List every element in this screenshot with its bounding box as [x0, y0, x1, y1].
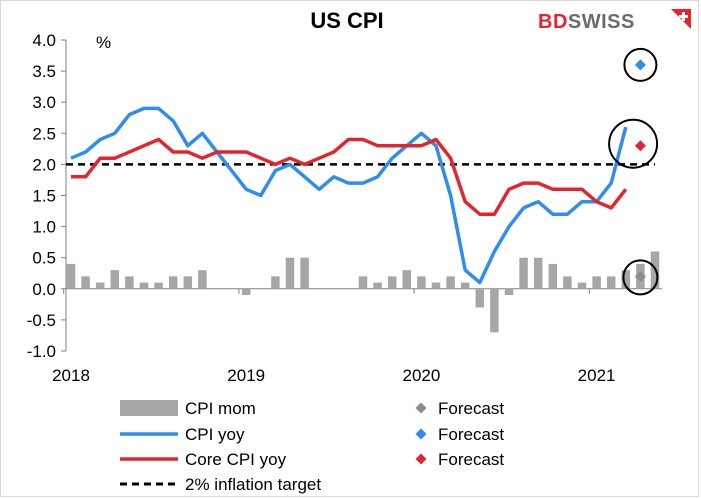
cpi-mom-bar — [606, 276, 616, 289]
y-tick-label: 1.0 — [32, 218, 56, 237]
cpi-yoy-line — [70, 106, 628, 285]
cpi-mom-bar — [621, 270, 631, 289]
axes: -1.0 -0.5 0.0 0.5 1.0 1.5 2.0 2.5 3.0 3.5 4.0 2018 2… — [27, 31, 663, 385]
legend-label: Forecast — [438, 450, 504, 469]
cpi-mom-bar — [66, 263, 76, 289]
legend-label: Core CPI yoy — [185, 450, 287, 469]
cpi-mom-bar — [504, 288, 514, 296]
legend-label: 2% inflation target — [185, 475, 321, 494]
cpi-mom-bar — [533, 257, 543, 289]
legend-swatch-diamond — [415, 428, 427, 440]
x-tick-label: 2018 — [52, 366, 90, 385]
cpi-mom-bar — [373, 282, 382, 289]
cpi-mom-bar — [358, 276, 368, 289]
legend-item: Forecast — [415, 450, 504, 469]
cpi-mom-forecast-marker — [634, 270, 646, 282]
cpi-mom-bar — [125, 276, 134, 289]
legend-item: Forecast — [415, 425, 504, 444]
legend-label: CPI yoy — [185, 425, 245, 444]
cpi-mom-bar — [577, 282, 587, 289]
y-tick-label: 1.5 — [32, 187, 56, 206]
cpi-mom-bar — [139, 282, 149, 289]
brand-swiss: SWISS — [568, 11, 635, 33]
cpi-mom-bar — [592, 276, 601, 289]
highlight-circle — [608, 118, 659, 169]
cpi-mom-bar — [285, 257, 295, 289]
cpi-mom-bar — [446, 276, 455, 289]
cpi-mom-bar — [168, 276, 178, 289]
cpi-mom-bar — [110, 270, 120, 289]
legend-label: Forecast — [438, 425, 504, 444]
legend-swatch-diamond — [415, 453, 427, 465]
y-tick-label: 4.0 — [32, 31, 56, 50]
cpi-mom-bar — [81, 276, 90, 289]
cpi-mom-bar — [417, 276, 426, 289]
highlight-circle — [623, 47, 658, 82]
y-tick-label: -0.5 — [27, 311, 56, 330]
chart-title: US CPI — [310, 8, 383, 33]
brand-wordmark: BDSWISS — [538, 11, 635, 33]
legend-item: 2% inflation target — [120, 475, 321, 494]
brand-logo: BDSWISS — [538, 9, 691, 33]
cpi-mom-bar — [300, 257, 309, 289]
legend-item: CPI yoy — [120, 425, 245, 444]
forecast-markers — [608, 47, 659, 296]
x-tick-label: 2019 — [227, 366, 265, 385]
cpi-mom-bar — [519, 257, 528, 289]
legend-item: Core CPI yoy — [120, 450, 287, 469]
cpi-mom-bar — [154, 282, 163, 289]
cpi-mom-bar — [198, 270, 207, 289]
swiss-cross-icon — [671, 9, 691, 29]
legend-label: Forecast — [438, 399, 504, 418]
y-tick-label: 3.5 — [32, 62, 56, 81]
cpi-mom-bar — [460, 282, 470, 289]
legend-item: Forecast — [415, 399, 504, 418]
y-tick-label: 0.0 — [32, 280, 56, 299]
cpi-mom-bar — [490, 288, 499, 333]
legend-swatch-diamond — [415, 402, 427, 414]
cpi-yoy-forecast-marker — [634, 59, 646, 71]
cpi-mom-bar — [475, 288, 485, 308]
cpi-mom-bar — [387, 276, 397, 289]
cpi-mom-bar — [431, 282, 441, 289]
cpi-mom-bar — [563, 276, 572, 289]
legend-item: CPI mom — [120, 399, 256, 418]
y-axis-unit: % — [96, 33, 111, 52]
core-cpi-yoy-line — [71, 137, 628, 216]
cpi-mom-bar — [271, 276, 280, 289]
y-tick-label: 2.0 — [32, 155, 56, 174]
cpi-mom-bar — [95, 282, 105, 289]
cpi-mom-bar — [402, 270, 412, 289]
series-lines — [70, 106, 628, 285]
cpi-mom-bars — [66, 251, 660, 333]
y-tick-label: 0.5 — [32, 249, 56, 268]
cpi-mom-bar — [548, 263, 558, 289]
legend-label: CPI mom — [185, 399, 256, 418]
legend-swatch-bar — [120, 400, 178, 416]
x-tick-label: 2021 — [578, 366, 616, 385]
cpi-mom-bar — [241, 288, 251, 296]
highlight-circle — [622, 259, 659, 296]
legend: CPI mom Forecast CPI yoy Forecast Core CPI y… — [120, 399, 504, 494]
y-tick-label: 2.5 — [32, 124, 56, 143]
core-cpi-yoy-forecast-marker — [634, 140, 646, 152]
y-tick-label: -1.0 — [27, 342, 56, 361]
x-tick-label: 2020 — [402, 366, 440, 385]
y-tick-label: 3.0 — [32, 93, 56, 112]
cpi-mom-bar — [183, 276, 193, 289]
brand-bd: BD — [538, 11, 568, 33]
